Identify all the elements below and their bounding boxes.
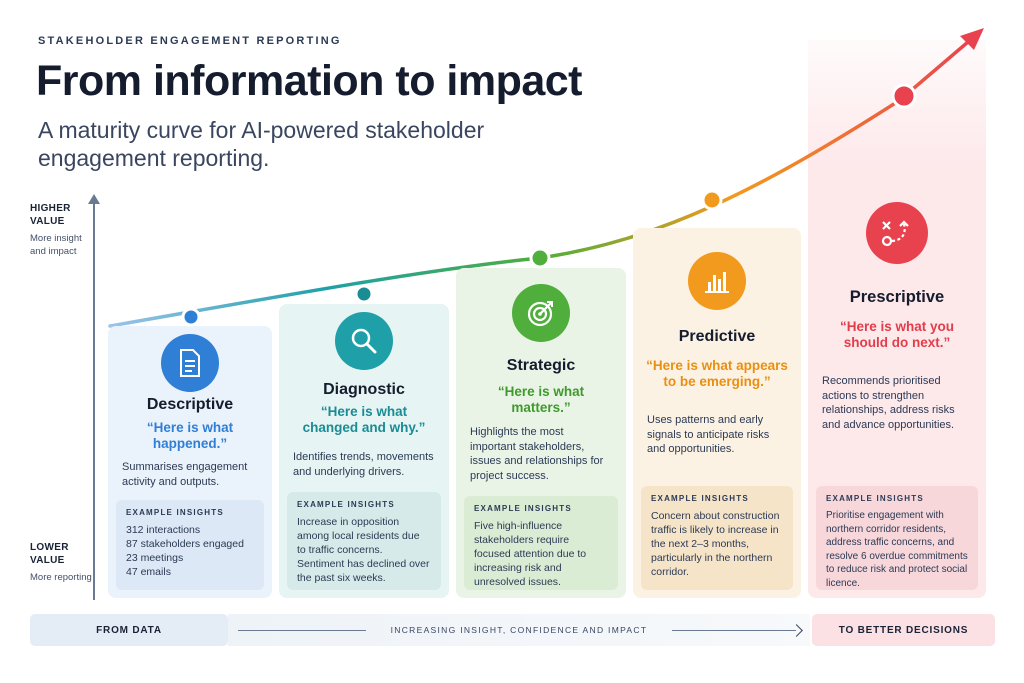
stage-quote: “Here is what happened.” bbox=[146, 420, 234, 451]
stage-name: Descriptive bbox=[146, 396, 234, 413]
stage-description: Uses patterns and early signals to antic… bbox=[647, 414, 770, 455]
node-strategic bbox=[529, 247, 551, 269]
example-insights-box: EXAMPLE INSIGHTS Increase in opposition … bbox=[287, 492, 441, 590]
document-icon bbox=[161, 334, 219, 392]
progression-track: INCREASING INSIGHT, CONFIDENCE AND IMPAC… bbox=[228, 614, 810, 646]
list-item: 312 interactions bbox=[126, 524, 201, 536]
from-data-label: FROM DATA bbox=[30, 614, 228, 646]
example-insights-text: Increase in opposition among local resid… bbox=[297, 516, 430, 584]
curve-arrowhead bbox=[960, 28, 984, 50]
page-title: From information to impact bbox=[36, 57, 583, 105]
example-insights-title: EXAMPLE INSIGHTS bbox=[474, 504, 572, 513]
stage-quote: “Here is what appears to be emerging.” bbox=[646, 358, 788, 389]
node-predictive bbox=[701, 189, 723, 211]
stage-description: Identifies trends, movements and underly… bbox=[293, 451, 434, 478]
node-descriptive bbox=[181, 307, 201, 327]
progression-label: INCREASING INSIGHT, CONFIDENCE AND IMPAC… bbox=[390, 625, 648, 635]
target-icon bbox=[512, 284, 570, 342]
stage-name: Diagnostic bbox=[323, 381, 405, 398]
strategy-play-icon bbox=[866, 202, 928, 264]
example-insights-box: EXAMPLE INSIGHTS Prioritise engagement w… bbox=[816, 486, 978, 590]
stage-description: Highlights the most important stakeholde… bbox=[470, 426, 604, 482]
stage-card-strategic: Strategic “Here is what matters.” Highli… bbox=[456, 268, 626, 598]
node-prescriptive bbox=[891, 83, 917, 109]
example-insights-text: Concern about construction traffic is li… bbox=[651, 510, 780, 578]
stage-card-diagnostic: Diagnostic “Here is what changed and why… bbox=[279, 304, 449, 598]
example-insights-list: 312 interactions 87 stakeholders engaged… bbox=[126, 523, 254, 579]
example-insights-title: EXAMPLE INSIGHTS bbox=[297, 500, 395, 509]
value-axis-arrow bbox=[88, 194, 100, 204]
axis-bottom-label: LOWER VALUE More reporting bbox=[30, 542, 92, 583]
to-better-decisions-label: TO BETTER DECISIONS bbox=[812, 614, 995, 646]
list-item: 87 stakeholders engaged bbox=[126, 538, 244, 550]
page-subtitle: A maturity curve for AI-powered stakehol… bbox=[38, 117, 485, 171]
stage-card-descriptive: Descriptive “Here is what happened.” Sum… bbox=[108, 326, 272, 598]
example-insights-title: EXAMPLE INSIGHTS bbox=[826, 494, 924, 503]
stage-quote: “Here is what you should do next.” bbox=[839, 319, 955, 350]
stage-name: Predictive bbox=[678, 328, 756, 345]
example-insights-title: EXAMPLE INSIGHTS bbox=[126, 508, 224, 517]
stage-description: Summarises engagement activity and outpu… bbox=[122, 461, 248, 488]
stage-name: Strategic bbox=[506, 357, 576, 374]
list-item: 47 emails bbox=[126, 566, 171, 578]
progression-line-right bbox=[672, 630, 796, 631]
magnifier-icon bbox=[335, 312, 393, 370]
example-insights-text: Five high-influence stakeholders require… bbox=[474, 520, 587, 588]
stage-name: Prescriptive bbox=[849, 288, 945, 306]
progression-line-left bbox=[238, 630, 366, 631]
progression-bar: FROM DATA INCREASING INSIGHT, CONFIDENCE… bbox=[30, 614, 995, 646]
stage-quote: “Here is what matters.” bbox=[497, 384, 585, 415]
list-item: 23 meetings bbox=[126, 552, 184, 564]
stage-card-prescriptive: Prescriptive “Here is what you should do… bbox=[808, 164, 986, 598]
kicker: STAKEHOLDER ENGAGEMENT REPORTING bbox=[38, 35, 342, 47]
value-axis bbox=[93, 198, 95, 600]
node-diagnostic bbox=[354, 284, 374, 304]
stage-card-predictive: Predictive “Here is what appears to be e… bbox=[633, 228, 801, 598]
stage-description: Recommends prioritised actions to streng… bbox=[822, 375, 955, 431]
example-insights-box: EXAMPLE INSIGHTS 312 interactions 87 sta… bbox=[116, 500, 264, 590]
example-insights-text: Prioritise engagement with northern corr… bbox=[826, 510, 968, 589]
axis-top-label: HIGHER VALUE More insight and impact bbox=[30, 203, 82, 257]
example-insights-box: EXAMPLE INSIGHTS Five high-influence sta… bbox=[464, 496, 618, 590]
stage-quote: “Here is what changed and why.” bbox=[302, 404, 426, 435]
bar-chart-icon bbox=[688, 252, 746, 310]
example-insights-box: EXAMPLE INSIGHTS Concern about construct… bbox=[641, 486, 793, 590]
example-insights-title: EXAMPLE INSIGHTS bbox=[651, 494, 749, 503]
